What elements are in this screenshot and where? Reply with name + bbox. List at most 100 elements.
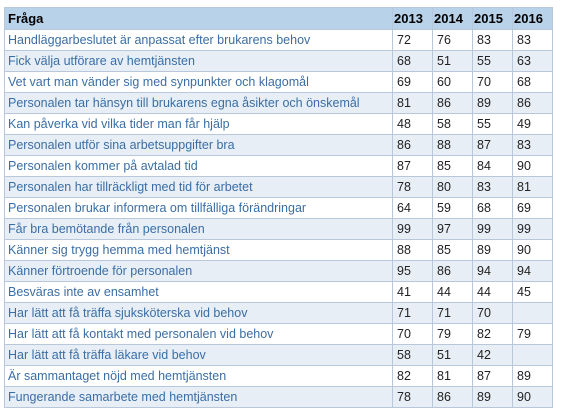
table-row: Känner sig trygg hemma med hemtjänst 88 85… xyxy=(4,239,553,261)
value-cell: 86 xyxy=(432,92,473,114)
question-link[interactable]: Handläggarbeslutet är anpassat efter bru… xyxy=(4,29,393,51)
value-cell: 79 xyxy=(432,323,473,345)
question-link[interactable]: Personalen utför sina arbetsuppgifter br… xyxy=(4,134,393,156)
table-header: Fråga 2013 2014 2015 2016 xyxy=(4,7,553,30)
question-link[interactable]: Är sammantaget nöjd med hemtjänsten xyxy=(4,365,393,387)
value-cell: 83 xyxy=(512,134,553,156)
table-row: Personalen tar hänsyn till brukarens egn… xyxy=(4,92,553,114)
value-cell: 63 xyxy=(512,50,553,72)
value-cell: 68 xyxy=(472,197,513,219)
column-header-year[interactable]: 2013 xyxy=(392,7,433,30)
value-cell: 58 xyxy=(392,344,433,366)
value-cell: 99 xyxy=(472,218,513,240)
table-row: Handläggarbeslutet är anpassat efter bru… xyxy=(4,29,553,51)
value-cell: 82 xyxy=(392,365,433,387)
table-row: Har lätt att få kontakt med personalen v… xyxy=(4,323,553,345)
column-header-year[interactable]: 2015 xyxy=(472,7,513,30)
value-cell: 64 xyxy=(392,197,433,219)
table-row: Har lätt att få träffa läkare vid behov 5… xyxy=(4,344,553,366)
value-cell: 71 xyxy=(392,302,433,324)
value-cell: 87 xyxy=(392,155,433,177)
table-row: Kan påverka vid vilka tider man får hjäl… xyxy=(4,113,553,135)
value-cell: 86 xyxy=(392,134,433,156)
value-cell: 87 xyxy=(472,365,513,387)
value-cell: 72 xyxy=(392,29,433,51)
question-link[interactable]: Känner förtroende för personalen xyxy=(4,260,393,282)
value-cell: 88 xyxy=(432,134,473,156)
value-cell: 44 xyxy=(432,281,473,303)
table-row: Personalen har tillräckligt med tid för … xyxy=(4,176,553,198)
value-cell: 86 xyxy=(432,386,473,408)
value-cell: 90 xyxy=(512,155,553,177)
value-cell: 78 xyxy=(392,386,433,408)
question-link[interactable]: Får bra bemötande från personalen xyxy=(4,218,393,240)
header-row: Fråga 2013 2014 2015 2016 xyxy=(4,7,553,30)
value-cell: 83 xyxy=(472,29,513,51)
question-link[interactable]: Personalen tar hänsyn till brukarens egn… xyxy=(4,92,393,114)
value-cell: 48 xyxy=(392,113,433,135)
value-cell: 89 xyxy=(512,365,553,387)
value-cell: 51 xyxy=(432,344,473,366)
table-row: Känner förtroende för personalen 95 86 94 94 xyxy=(4,260,553,282)
value-cell: 86 xyxy=(512,92,553,114)
table-row: Fungerande samarbete med hemtjänsten 78 86… xyxy=(4,386,553,408)
value-cell: 88 xyxy=(392,239,433,261)
value-cell: 81 xyxy=(392,92,433,114)
value-cell: 68 xyxy=(392,50,433,72)
column-header-year[interactable]: 2014 xyxy=(432,7,473,30)
value-cell: 70 xyxy=(472,302,513,324)
value-cell: 89 xyxy=(472,239,513,261)
table-row: Är sammantaget nöjd med hemtjänsten 82 81 8… xyxy=(4,365,553,387)
value-cell: 49 xyxy=(512,113,553,135)
value-cell: 81 xyxy=(432,365,473,387)
question-link[interactable]: Vet vart man vänder sig med synpunkter o… xyxy=(4,71,393,93)
value-cell: 60 xyxy=(432,71,473,93)
value-cell: 69 xyxy=(512,197,553,219)
table-row: Personalen utför sina arbetsuppgifter br… xyxy=(4,134,553,156)
question-link[interactable]: Har lätt att få träffa sjuksköterska vid… xyxy=(4,302,393,324)
value-cell: 89 xyxy=(472,386,513,408)
table-row: Har lätt att få träffa sjuksköterska vid… xyxy=(4,302,553,324)
question-link[interactable]: Besväras inte av ensamhet xyxy=(4,281,393,303)
value-cell: 97 xyxy=(432,218,473,240)
value-cell: 94 xyxy=(512,260,553,282)
value-cell xyxy=(512,302,553,324)
value-cell: 81 xyxy=(512,176,553,198)
table-body: Handläggarbeslutet är anpassat efter bru… xyxy=(4,29,553,408)
value-cell xyxy=(512,344,553,366)
value-cell: 89 xyxy=(472,92,513,114)
table-row: Personalen brukar informera om tillfälli… xyxy=(4,197,553,219)
question-link[interactable]: Fungerande samarbete med hemtjänsten xyxy=(4,386,393,408)
table-row: Vet vart man vänder sig med synpunkter o… xyxy=(4,71,553,93)
question-link[interactable]: Kan påverka vid vilka tider man får hjäl… xyxy=(4,113,393,135)
question-link[interactable]: Personalen brukar informera om tillfälli… xyxy=(4,197,393,219)
value-cell: 95 xyxy=(392,260,433,282)
value-cell: 85 xyxy=(432,239,473,261)
question-link[interactable]: Har lätt att få kontakt med personalen v… xyxy=(4,323,393,345)
value-cell: 79 xyxy=(512,323,553,345)
value-cell: 99 xyxy=(512,218,553,240)
value-cell: 84 xyxy=(472,155,513,177)
value-cell: 80 xyxy=(432,176,473,198)
question-link[interactable]: Har lätt att få träffa läkare vid behov xyxy=(4,344,393,366)
column-header-question[interactable]: Fråga xyxy=(4,7,393,30)
value-cell: 44 xyxy=(472,281,513,303)
value-cell: 83 xyxy=(512,29,553,51)
value-cell: 78 xyxy=(392,176,433,198)
table-row: Får bra bemötande från personalen 99 97 99 9… xyxy=(4,218,553,240)
column-header-year[interactable]: 2016 xyxy=(512,7,553,30)
value-cell: 41 xyxy=(392,281,433,303)
value-cell: 76 xyxy=(432,29,473,51)
question-link[interactable]: Fick välja utförare av hemtjänsten xyxy=(4,50,393,72)
question-link[interactable]: Personalen kommer på avtalad tid xyxy=(4,155,393,177)
value-cell: 87 xyxy=(472,134,513,156)
value-cell: 42 xyxy=(472,344,513,366)
value-cell: 90 xyxy=(512,386,553,408)
table-row: Fick välja utförare av hemtjänsten 68 51 55… xyxy=(4,50,553,72)
value-cell: 86 xyxy=(432,260,473,282)
value-cell: 69 xyxy=(392,71,433,93)
survey-results-table: Fråga 2013 2014 2015 2016 Handläggarbesl… xyxy=(4,7,553,408)
value-cell: 70 xyxy=(472,71,513,93)
question-link[interactable]: Personalen har tillräckligt med tid för … xyxy=(4,176,393,198)
question-link[interactable]: Känner sig trygg hemma med hemtjänst xyxy=(4,239,393,261)
